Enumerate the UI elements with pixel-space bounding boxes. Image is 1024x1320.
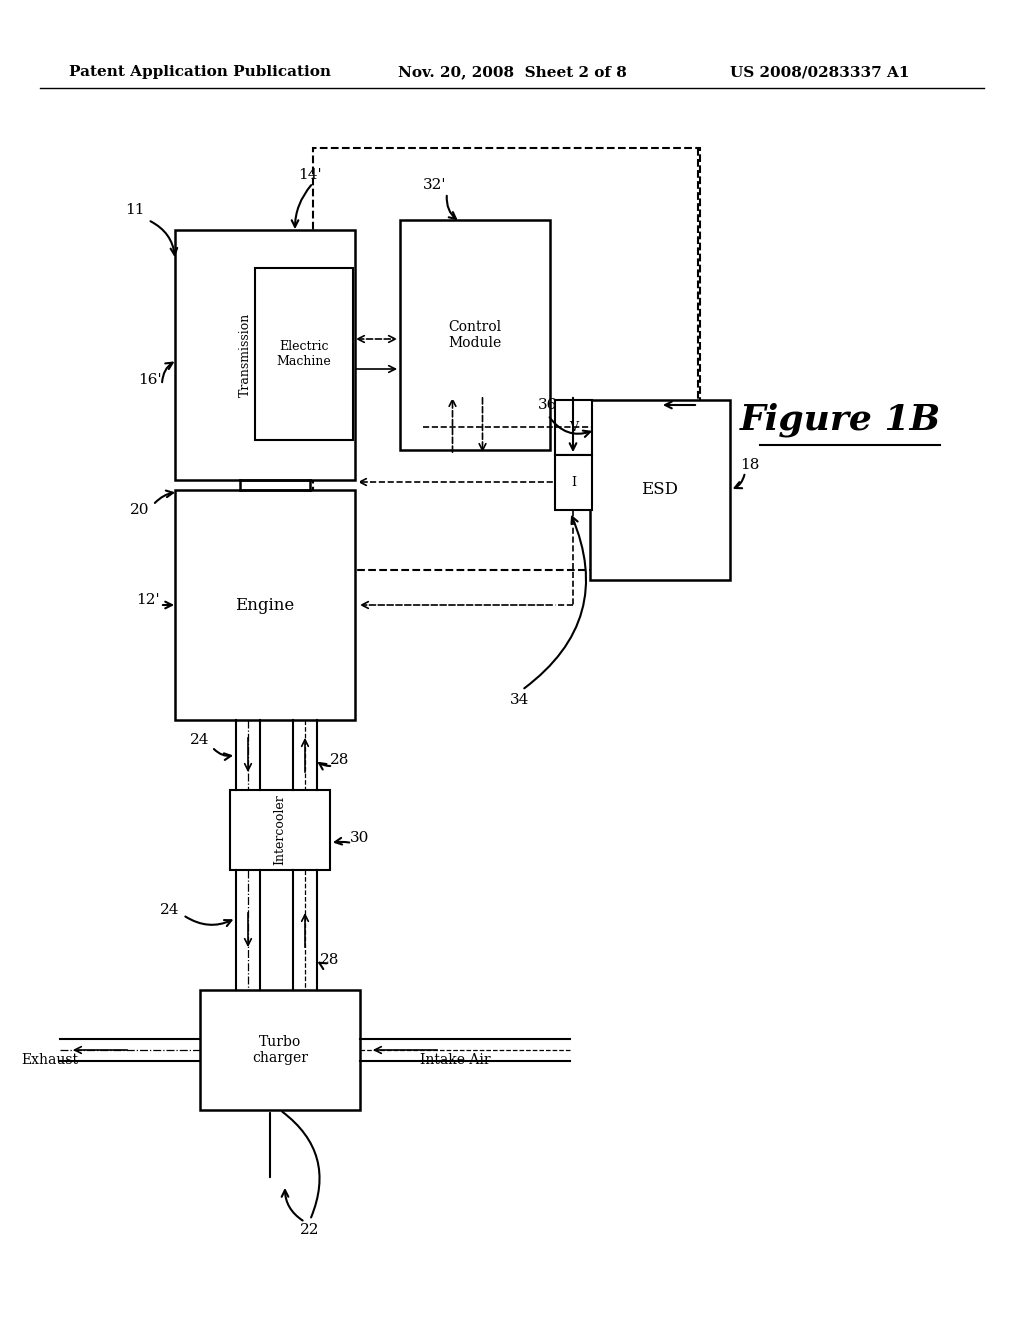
Text: Control
Module: Control Module (449, 319, 502, 350)
Text: 36: 36 (539, 399, 558, 412)
Text: 14': 14' (298, 168, 322, 182)
Text: Nov. 20, 2008  Sheet 2 of 8: Nov. 20, 2008 Sheet 2 of 8 (397, 65, 627, 79)
Bar (230, 789, 330, 870)
Text: 24: 24 (190, 733, 210, 747)
Text: 30: 30 (350, 832, 370, 845)
Text: 28: 28 (321, 953, 340, 968)
Bar (400, 220, 550, 450)
Text: Patent Application Publication: Patent Application Publication (69, 65, 331, 79)
Text: US 2008/0283337 A1: US 2008/0283337 A1 (730, 65, 909, 79)
Bar (590, 400, 730, 579)
Bar (200, 990, 360, 1110)
Text: 22: 22 (300, 1224, 319, 1237)
Text: 18: 18 (740, 458, 760, 473)
Text: 28: 28 (331, 752, 349, 767)
Text: Engine: Engine (236, 597, 295, 614)
Bar (555, 400, 592, 455)
Bar (555, 455, 592, 510)
Text: 16': 16' (138, 374, 162, 387)
Bar (313, 148, 700, 570)
Bar (255, 268, 353, 440)
Text: Intercooler: Intercooler (273, 795, 287, 866)
Text: Figure 1B: Figure 1B (739, 403, 941, 437)
Text: 24: 24 (160, 903, 180, 917)
Text: 20: 20 (130, 503, 150, 517)
Text: V: V (569, 421, 578, 434)
Text: Turbo
charger: Turbo charger (252, 1035, 308, 1065)
Bar (175, 490, 355, 719)
Text: Intake Air: Intake Air (420, 1053, 490, 1067)
Text: 32': 32' (423, 178, 446, 191)
Text: 34: 34 (510, 693, 529, 708)
Text: ESD: ESD (641, 482, 679, 499)
Text: Exhaust: Exhaust (22, 1053, 78, 1067)
Text: 12': 12' (136, 593, 160, 607)
Text: 11: 11 (125, 203, 144, 216)
Text: I: I (571, 477, 575, 488)
Bar (175, 230, 355, 480)
Text: Electric
Machine: Electric Machine (276, 341, 332, 368)
Text: Transmission: Transmission (239, 313, 252, 397)
